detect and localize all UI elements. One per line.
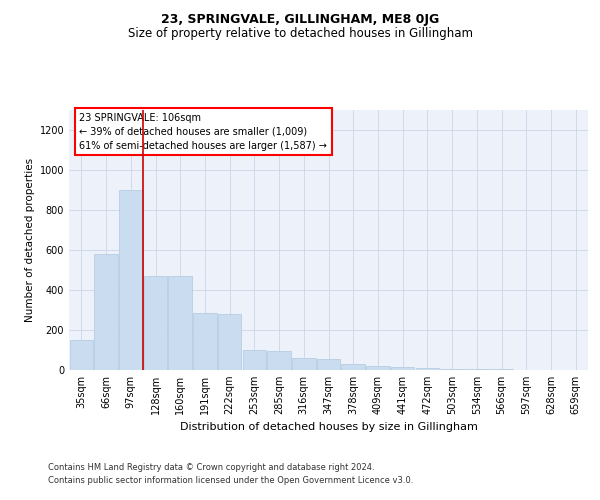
Bar [366,366,389,370]
Text: Contains HM Land Registry data © Crown copyright and database right 2024.: Contains HM Land Registry data © Crown c… [48,462,374,471]
Bar [119,190,143,370]
Bar [218,314,241,370]
Bar [317,359,340,370]
Text: Contains public sector information licensed under the Open Government Licence v3: Contains public sector information licen… [48,476,413,485]
Bar [144,276,167,370]
Bar [268,351,291,370]
Bar [169,276,192,370]
Text: 23 SPRINGVALE: 106sqm
← 39% of detached houses are smaller (1,009)
61% of semi-d: 23 SPRINGVALE: 106sqm ← 39% of detached … [79,112,327,150]
Text: Distribution of detached houses by size in Gillingham: Distribution of detached houses by size … [180,422,478,432]
Text: Size of property relative to detached houses in Gillingham: Size of property relative to detached ho… [128,28,473,40]
Bar [341,364,365,370]
Y-axis label: Number of detached properties: Number of detached properties [25,158,35,322]
Bar [242,350,266,370]
Bar [440,368,464,370]
Bar [465,369,488,370]
Bar [292,358,316,370]
Bar [391,367,415,370]
Text: 23, SPRINGVALE, GILLINGHAM, ME8 0JG: 23, SPRINGVALE, GILLINGHAM, ME8 0JG [161,12,439,26]
Bar [70,340,93,370]
Bar [193,313,217,370]
Bar [94,254,118,370]
Bar [416,368,439,370]
